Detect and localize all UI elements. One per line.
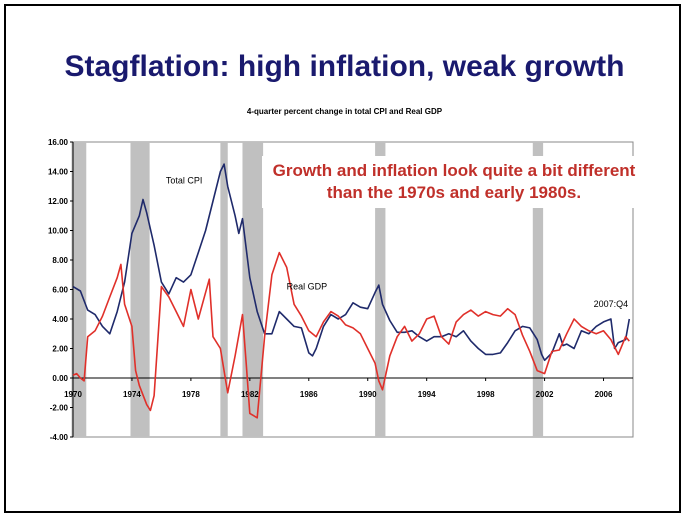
annotation-2007q4: 2007:Q4	[594, 299, 629, 309]
y-tick-label: -4.00	[50, 433, 69, 442]
x-tick-label: 2006	[595, 390, 613, 399]
y-tick-label: 0.00	[52, 374, 68, 383]
chart-title: 4-quarter percent change in total CPI an…	[246, 107, 443, 116]
recession-band	[220, 142, 228, 437]
y-tick-label: 8.00	[52, 256, 68, 265]
x-tick-label: 1974	[123, 390, 141, 399]
series-label-real-gdp: Real GDP	[287, 282, 328, 292]
slide-title: Stagflation: high inflation, weak growth	[64, 50, 625, 83]
x-tick-label: 1978	[182, 390, 200, 399]
chart-annotation: Growth and inflation look quite a bit di…	[262, 156, 646, 208]
x-tick-label: 1986	[300, 390, 318, 399]
x-tick-label: 1990	[359, 390, 377, 399]
x-tick-label: 1994	[418, 390, 436, 399]
series-line-real-gdp	[72, 251, 630, 419]
y-tick-label: 12.00	[48, 197, 69, 206]
x-tick-label: 1982	[241, 390, 259, 399]
y-tick-label: 10.00	[48, 227, 69, 236]
y-tick-label: 14.00	[48, 168, 69, 177]
y-tick-label: 4.00	[52, 315, 68, 324]
series-line-total-cpi	[72, 163, 631, 362]
series-label-total-cpi: Total CPI	[166, 175, 203, 185]
recession-band	[532, 142, 544, 437]
x-tick-label: 1998	[477, 390, 495, 399]
x-tick-label: 2002	[536, 390, 554, 399]
x-tick-label: 1970	[64, 390, 82, 399]
y-tick-label: 6.00	[52, 286, 68, 295]
y-tick-label: 2.00	[52, 345, 68, 354]
y-tick-label: 16.00	[48, 138, 69, 147]
y-tick-label: -2.00	[50, 404, 69, 413]
